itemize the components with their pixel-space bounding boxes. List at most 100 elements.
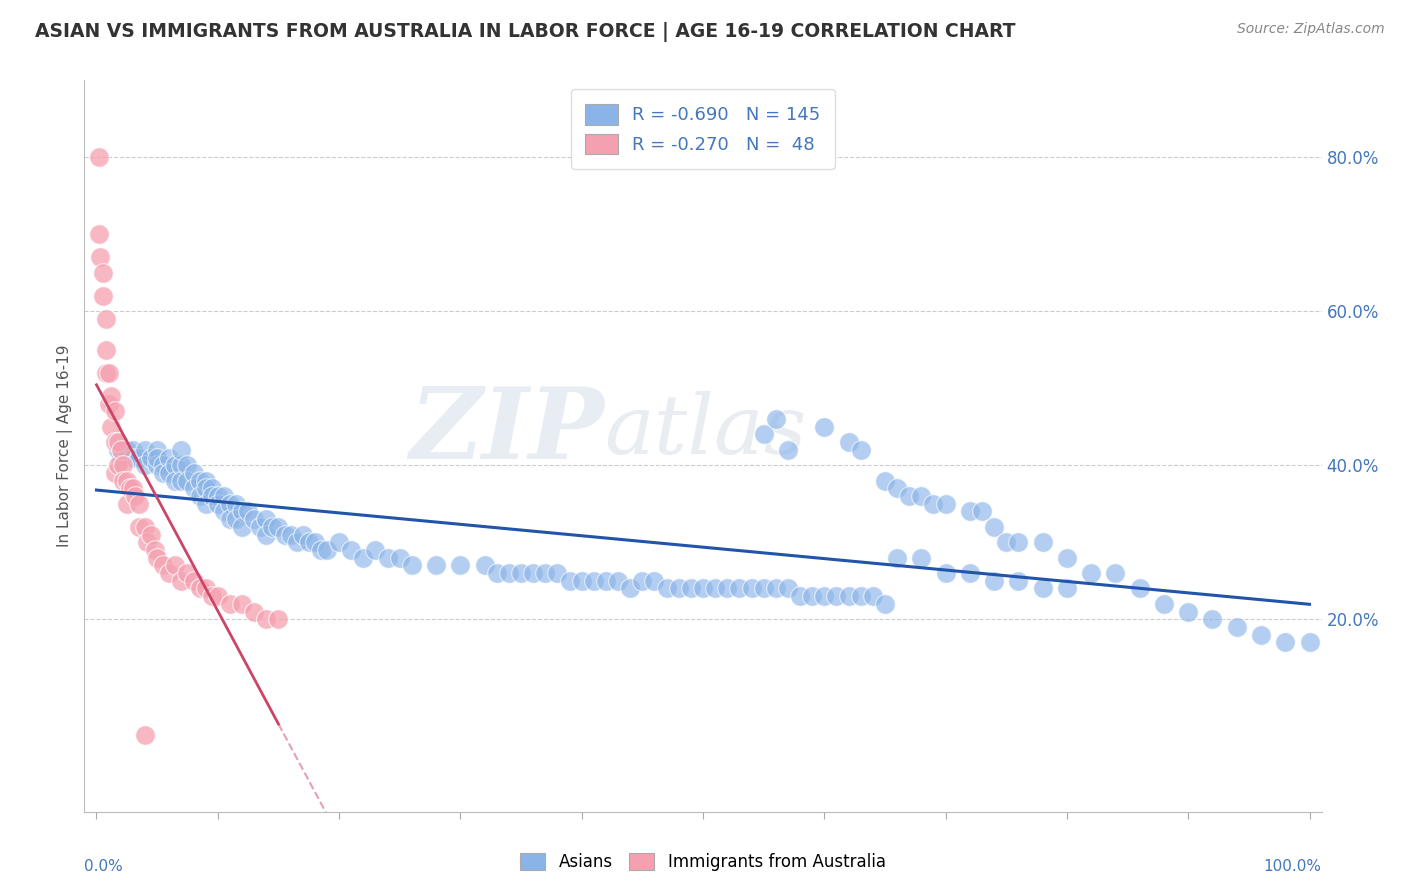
Point	[716, 582, 738, 596]
Point	[595, 574, 617, 588]
Point	[849, 442, 872, 457]
Point	[849, 589, 872, 603]
Point	[134, 442, 156, 457]
Point	[104, 404, 127, 418]
Point	[134, 728, 156, 742]
Text: ZIP: ZIP	[409, 384, 605, 480]
Text: Source: ZipAtlas.com: Source: ZipAtlas.com	[1237, 22, 1385, 37]
Point	[122, 481, 145, 495]
Point	[122, 442, 145, 457]
Point	[316, 543, 339, 558]
Point	[254, 512, 277, 526]
Point	[201, 589, 224, 603]
Point	[910, 550, 932, 565]
Point	[352, 550, 374, 565]
Point	[201, 489, 224, 503]
Point	[280, 527, 302, 541]
Point	[91, 289, 114, 303]
Point	[922, 497, 945, 511]
Point	[152, 466, 174, 480]
Point	[910, 489, 932, 503]
Legend: Asians, Immigrants from Australia: Asians, Immigrants from Australia	[512, 845, 894, 880]
Point	[231, 597, 253, 611]
Point	[143, 543, 166, 558]
Point	[728, 582, 751, 596]
Point	[474, 558, 496, 573]
Point	[170, 574, 193, 588]
Point	[1056, 582, 1078, 596]
Point	[582, 574, 605, 588]
Point	[194, 582, 217, 596]
Point	[558, 574, 581, 588]
Point	[152, 458, 174, 473]
Point	[231, 504, 253, 518]
Point	[120, 481, 142, 495]
Point	[377, 550, 399, 565]
Point	[364, 543, 387, 558]
Point	[1129, 582, 1152, 596]
Point	[146, 450, 169, 465]
Point	[207, 589, 229, 603]
Point	[249, 520, 271, 534]
Point	[188, 489, 211, 503]
Y-axis label: In Labor Force | Age 16-19: In Labor Force | Age 16-19	[58, 344, 73, 548]
Point	[104, 435, 127, 450]
Point	[1032, 582, 1054, 596]
Point	[225, 512, 247, 526]
Point	[243, 512, 266, 526]
Point	[1080, 566, 1102, 580]
Point	[1274, 635, 1296, 649]
Point	[124, 489, 146, 503]
Point	[170, 458, 193, 473]
Legend: R = -0.690   N = 145, R = -0.270   N =  48: R = -0.690 N = 145, R = -0.270 N = 48	[571, 89, 835, 169]
Point	[1032, 535, 1054, 549]
Point	[522, 566, 544, 580]
Point	[100, 419, 122, 434]
Point	[212, 489, 235, 503]
Point	[254, 527, 277, 541]
Point	[254, 612, 277, 626]
Point	[139, 527, 162, 541]
Point	[631, 574, 654, 588]
Point	[201, 481, 224, 495]
Point	[87, 227, 110, 242]
Point	[225, 497, 247, 511]
Point	[1104, 566, 1126, 580]
Point	[813, 589, 835, 603]
Point	[219, 497, 242, 511]
Point	[1007, 574, 1029, 588]
Point	[243, 605, 266, 619]
Point	[886, 550, 908, 565]
Point	[183, 574, 205, 588]
Point	[176, 566, 198, 580]
Point	[112, 458, 135, 473]
Point	[128, 450, 150, 465]
Point	[207, 489, 229, 503]
Point	[285, 535, 308, 549]
Point	[107, 458, 129, 473]
Point	[136, 535, 159, 549]
Point	[643, 574, 665, 588]
Point	[388, 550, 411, 565]
Text: 100.0%: 100.0%	[1264, 859, 1322, 874]
Point	[183, 466, 205, 480]
Point	[157, 566, 180, 580]
Point	[176, 474, 198, 488]
Point	[765, 582, 787, 596]
Point	[752, 427, 775, 442]
Point	[107, 442, 129, 457]
Point	[765, 412, 787, 426]
Point	[1056, 550, 1078, 565]
Point	[146, 442, 169, 457]
Point	[146, 550, 169, 565]
Point	[776, 582, 799, 596]
Point	[692, 582, 714, 596]
Point	[983, 520, 1005, 534]
Point	[704, 582, 727, 596]
Point	[776, 442, 799, 457]
Text: 0.0%: 0.0%	[84, 859, 124, 874]
Point	[328, 535, 350, 549]
Point	[89, 251, 111, 265]
Point	[873, 597, 896, 611]
Point	[679, 582, 702, 596]
